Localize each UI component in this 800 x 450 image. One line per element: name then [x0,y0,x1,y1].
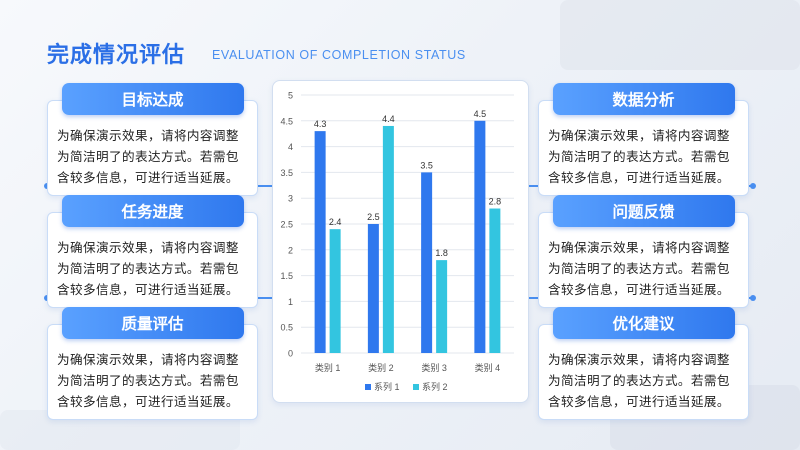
card-text: 为确保演示效果，请将内容调整为简洁明了的表达方式。若需包含较多信息，可进行适当延… [57,352,239,409]
connector-dot [750,295,756,301]
data-label: 3.5 [420,160,433,170]
card-text: 为确保演示效果，请将内容调整为简洁明了的表达方式。若需包含较多信息，可进行适当延… [548,240,730,297]
card-task-progress: 任务进度 为确保演示效果，请将内容调整为简洁明了的表达方式。若需包含较多信息，可… [47,195,258,308]
data-label: 4.5 [474,109,487,119]
background-decoration [560,0,800,70]
card-issue-feedback: 问题反馈 为确保演示效果，请将内容调整为简洁明了的表达方式。若需包含较多信息，可… [538,195,749,308]
x-tick-label: 类别 2 [368,362,394,373]
x-tick-label: 类别 1 [315,362,341,373]
card-optimization-advice: 优化建议 为确保演示效果，请将内容调整为简洁明了的表达方式。若需包含较多信息，可… [538,307,749,420]
y-tick-label: 2 [288,245,293,255]
data-label: 2.5 [367,212,380,222]
y-tick-label: 1 [288,297,293,307]
card-quality-assessment: 质量评估 为确保演示效果，请将内容调整为简洁明了的表达方式。若需包含较多信息，可… [47,307,258,420]
card-title: 任务进度 [61,195,244,227]
card-title: 问题反馈 [552,195,735,227]
chart-panel: 0 0.5 1 1.5 2 2.5 3 3.5 4 4.5 5 4.3 2.4 类别 1 2.5 4.4 类别 … [272,80,529,403]
card-goal-achievement: 目标达成 为确保演示效果，请将内容调整为简洁明了的表达方式。若需包含较多信息，可… [47,83,258,196]
y-tick-label: 0.5 [280,323,293,333]
data-label: 4.4 [382,114,395,124]
y-tick-label: 4 [288,142,293,152]
bar [367,224,379,353]
y-tick-label: 0 [288,349,293,359]
y-tick-label: 5 [288,91,293,101]
data-label: 2.4 [329,217,342,227]
data-label: 1.8 [435,248,448,258]
card-text: 为确保演示效果，请将内容调整为简洁明了的表达方式。若需包含较多信息，可进行适当延… [57,128,239,185]
page-title: 完成情况评估 [47,43,186,68]
bar [314,131,326,353]
legend-swatch [365,384,371,390]
card-data-analysis: 数据分析 为确保演示效果，请将内容调整为简洁明了的表达方式。若需包含较多信息，可… [538,83,749,196]
legend-swatch [413,384,419,390]
bar [489,208,501,353]
bar-chart: 0 0.5 1 1.5 2 2.5 3 3.5 4 4.5 5 4.3 2.4 类别 1 2.5 4.4 类别 … [280,91,514,392]
y-tick-label: 1.5 [280,271,293,281]
data-label: 2.8 [489,197,502,207]
connector-dot [750,183,756,189]
bar [474,120,486,353]
card-text: 为确保演示效果，请将内容调整为简洁明了的表达方式。若需包含较多信息，可进行适当延… [548,352,730,409]
x-tick-label: 类别 3 [421,362,447,373]
bar [421,172,433,353]
y-tick-label: 3.5 [280,168,293,178]
card-text: 为确保演示效果，请将内容调整为简洁明了的表达方式。若需包含较多信息，可进行适当延… [57,240,239,297]
card-title: 质量评估 [61,307,244,339]
page-subtitle: EVALUATION OF COMPLETION STATUS [212,48,466,62]
bar [382,125,394,354]
card-title: 数据分析 [552,83,735,115]
bar [329,229,341,353]
card-title: 目标达成 [61,83,244,115]
legend-label: 系列 1 [374,381,400,392]
legend-label: 系列 2 [422,381,448,392]
bar [436,260,448,353]
y-tick-label: 2.5 [280,220,293,230]
x-tick-label: 类别 4 [475,362,501,373]
data-label: 4.3 [314,119,327,129]
y-tick-label: 3 [288,194,293,204]
card-text: 为确保演示效果，请将内容调整为简洁明了的表达方式。若需包含较多信息，可进行适当延… [548,128,730,185]
card-title: 优化建议 [552,307,735,339]
y-tick-label: 4.5 [280,116,293,126]
